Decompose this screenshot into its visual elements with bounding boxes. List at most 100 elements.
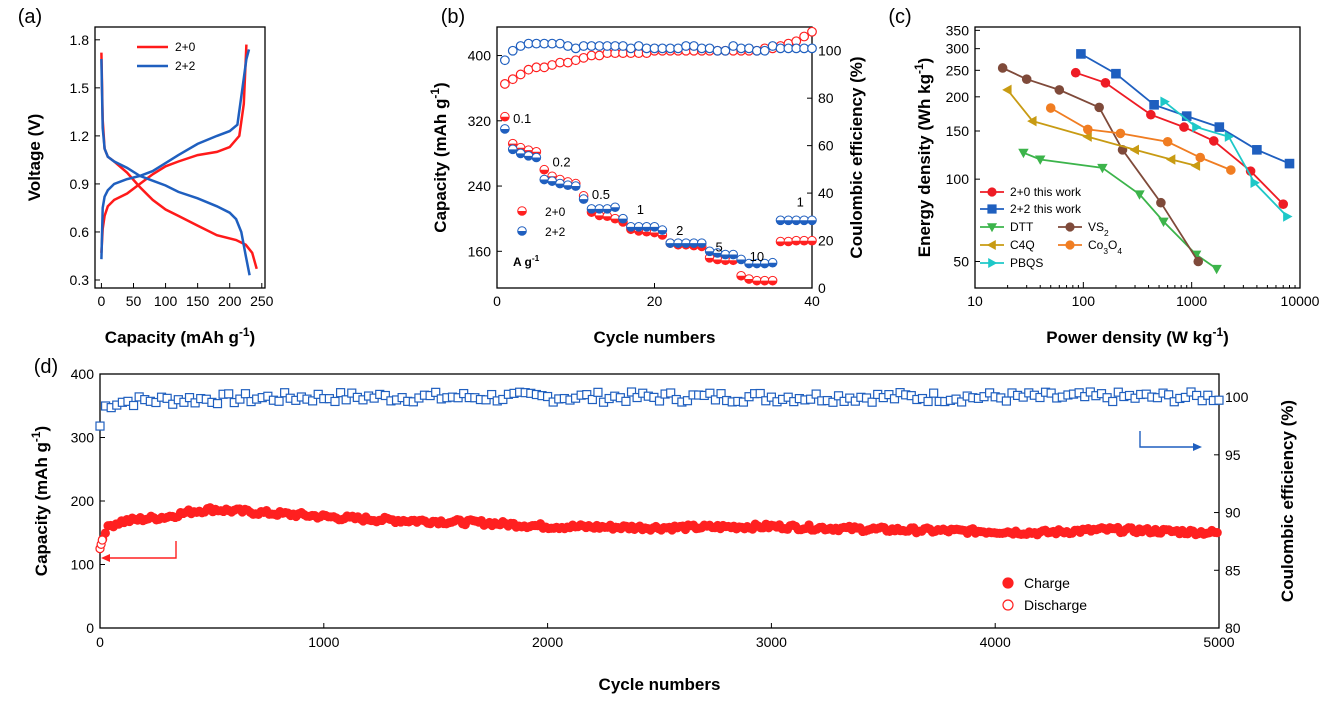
capacity-point-fill: [784, 241, 793, 246]
y-tick-label: 300: [71, 430, 95, 446]
legend-marker: [987, 187, 997, 197]
capacity-point-fill: [752, 280, 762, 285]
series-point: [1094, 102, 1104, 113]
ce-point: [805, 394, 816, 404]
ce-point: [720, 45, 731, 56]
capacity-point-fill: [650, 226, 659, 232]
capacity-point-fill: [807, 240, 817, 245]
legend-label: 2+0: [175, 40, 196, 54]
ce-point: [799, 31, 810, 42]
y-tick-label: 50: [953, 253, 969, 269]
legend-label: PBQS: [1010, 256, 1043, 270]
ce-point: [224, 389, 234, 399]
panel-label: (c): [888, 6, 911, 28]
legend-label: 2+2: [545, 225, 566, 239]
x-axis-title: Cycle numbers: [594, 328, 716, 347]
text-span: Capacity (mAh g: [431, 99, 450, 233]
text-span: Capacity (mAh g: [105, 328, 239, 347]
plot-frame: [974, 26, 1301, 289]
x-tick-label: 3000: [756, 634, 787, 650]
text-span: PBQS: [1010, 256, 1043, 270]
series-point: [1018, 148, 1029, 159]
legend-label: Discharge: [1024, 597, 1087, 613]
capacity-point-fill: [713, 252, 722, 258]
text-span: Co: [1088, 238, 1104, 252]
capacity-point-fill: [602, 208, 612, 214]
capacity-point-fill: [721, 260, 730, 265]
ce-point: [811, 389, 821, 399]
ce-point: [499, 55, 510, 66]
series-line-2+2-discharge: [100, 58, 251, 276]
capacity-point-fill: [673, 243, 683, 248]
ce-point: [562, 41, 573, 51]
y2-tick-label: 95: [1225, 447, 1241, 463]
y-axis-title: Energy density (Wh kg-1): [912, 58, 934, 258]
x-axis-title: Power density (W kg-1): [1046, 325, 1229, 347]
capacity-point-fill: [634, 230, 644, 236]
capacity-point-fill: [587, 212, 596, 217]
capacity-point-fill: [547, 181, 557, 186]
ce-point: [95, 421, 105, 431]
ce-point: [889, 394, 900, 404]
ce-point: [570, 43, 581, 54]
ce-point: [738, 397, 749, 407]
y-tick-label: 100: [71, 557, 95, 573]
series-point: [1156, 197, 1166, 208]
series-point: [1195, 152, 1206, 163]
legend-marker: [988, 257, 998, 269]
ce-point: [688, 41, 699, 51]
ce-point: [582, 390, 592, 400]
y-tick-label: 0.3: [70, 272, 90, 288]
ce-point: [807, 26, 817, 37]
capacity-point-fill: [500, 116, 510, 122]
series-point: [1021, 74, 1032, 84]
ce-point: [957, 397, 967, 407]
ce-point: [666, 388, 676, 398]
text-span: -1: [532, 253, 540, 263]
legend-marker: [986, 223, 998, 233]
text-span: Energy density (Wh kg: [915, 74, 934, 257]
capacity-point-fill: [658, 234, 667, 240]
ce-point: [515, 41, 526, 51]
y2-axis-title: Coulombic efficiency (%): [1278, 400, 1297, 602]
x-tick-label: 1000: [308, 634, 339, 650]
ce-point: [151, 397, 161, 408]
capacity-point-fill: [618, 221, 628, 227]
legend-marker: [1002, 599, 1014, 611]
ce-point: [767, 41, 778, 51]
ce-point: [1192, 390, 1202, 401]
y2-tick-label: 100: [818, 43, 842, 59]
ce-point: [431, 387, 441, 397]
ce-point: [1108, 396, 1118, 407]
series-point: [1097, 163, 1108, 174]
capacity-point-fill: [791, 240, 801, 245]
ce-point: [555, 38, 565, 49]
ce-point: [1080, 392, 1090, 402]
text-span: 2+0 this work: [1010, 185, 1082, 199]
x-tick-label: 40: [804, 293, 820, 309]
x-tick-label: 250: [250, 293, 274, 309]
ce-point: [755, 388, 765, 399]
capacity-point-fill: [650, 232, 659, 237]
legend-note: A g-1: [513, 253, 540, 269]
ce-point: [570, 55, 581, 66]
capacity-point-fill: [610, 207, 620, 212]
capacity-point-fill: [658, 230, 667, 235]
text-span: Cycle numbers: [594, 328, 716, 347]
right-axis-arrow: [1139, 431, 1202, 451]
ce-point: [1001, 396, 1011, 406]
series-point: [1100, 78, 1111, 88]
panel-d: (d) 0 1000 2000 3000 4000 5000 0 100 200 300 400 80 8…: [29, 356, 1297, 694]
x-tick-label: 1000: [1176, 293, 1207, 309]
text-span: 2: [1104, 228, 1109, 238]
rate-label: 2: [676, 223, 683, 238]
ce-point: [507, 74, 518, 85]
series-point: [1115, 128, 1126, 139]
x-tick-label: 0: [98, 293, 106, 309]
legend-label: VS2: [1088, 220, 1109, 238]
capacity-point-fill: [721, 254, 730, 259]
y-tick-label: 300: [946, 41, 970, 57]
text-span: ): [915, 58, 934, 64]
x-tick-label: 10: [967, 293, 983, 309]
ce-point: [280, 388, 290, 398]
